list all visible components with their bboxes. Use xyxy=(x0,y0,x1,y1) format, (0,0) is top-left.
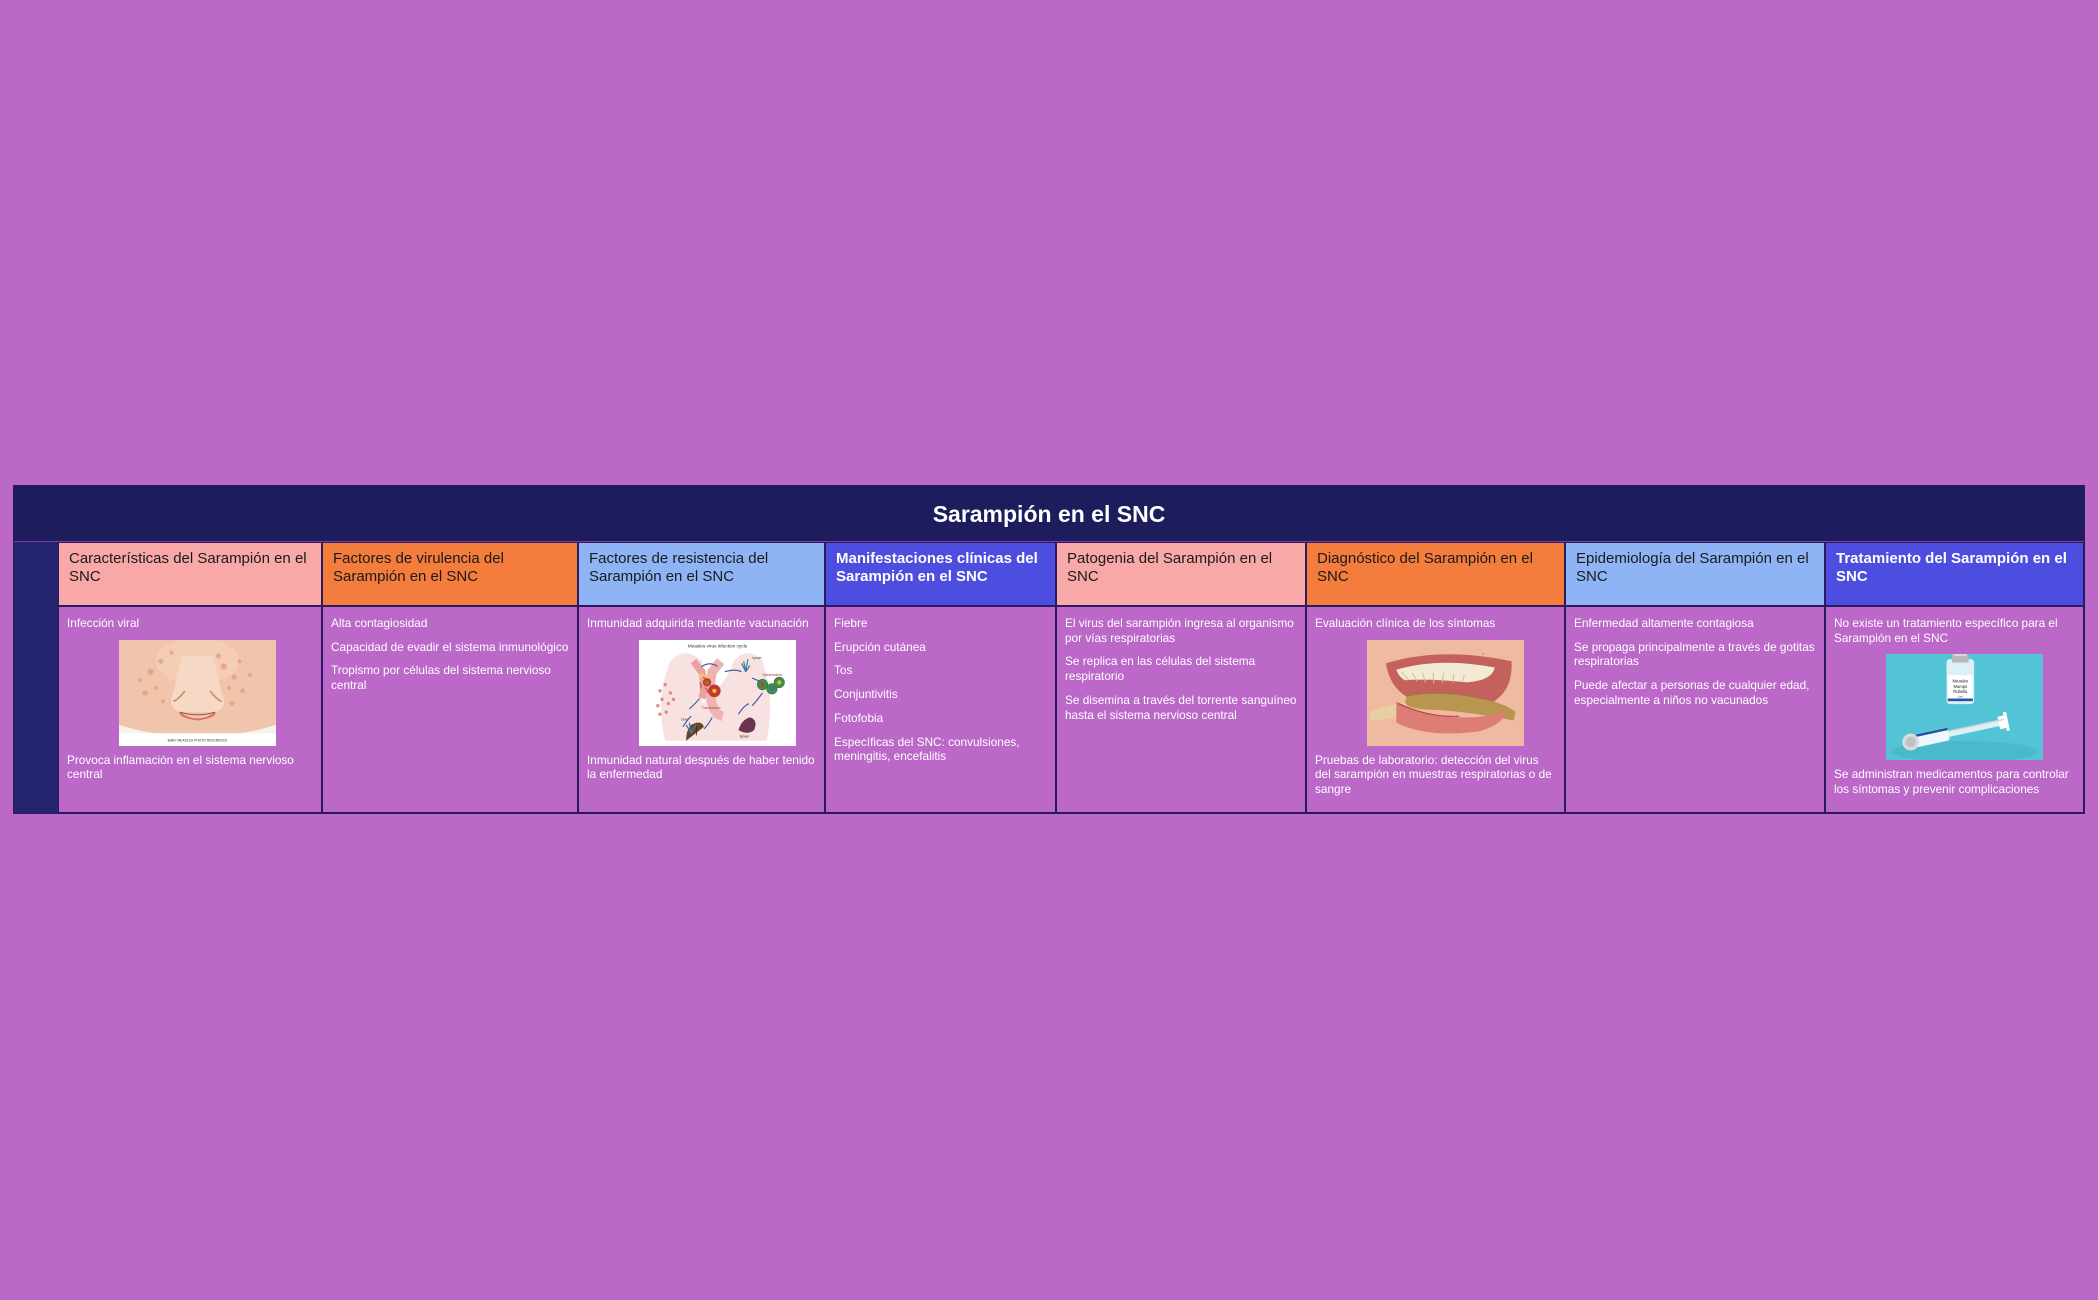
svg-text:Dissemination: Dissemination xyxy=(763,673,783,677)
svg-text:Measles: Measles xyxy=(1953,679,1969,684)
svg-text:BABY MEASLES PHOTO REFERENCE: BABY MEASLES PHOTO REFERENCE xyxy=(168,738,229,742)
svg-text:Spleen: Spleen xyxy=(739,734,749,738)
svg-text:Mumps: Mumps xyxy=(1953,684,1967,689)
svg-text:Measles virus infection cycle: Measles virus infection cycle xyxy=(688,643,748,649)
svg-text:Transmission: Transmission xyxy=(702,706,721,710)
svg-text:Liver: Liver xyxy=(681,717,688,721)
svg-text:Live: Live xyxy=(1958,695,1964,699)
svg-text:Lymph: Lymph xyxy=(752,656,762,660)
